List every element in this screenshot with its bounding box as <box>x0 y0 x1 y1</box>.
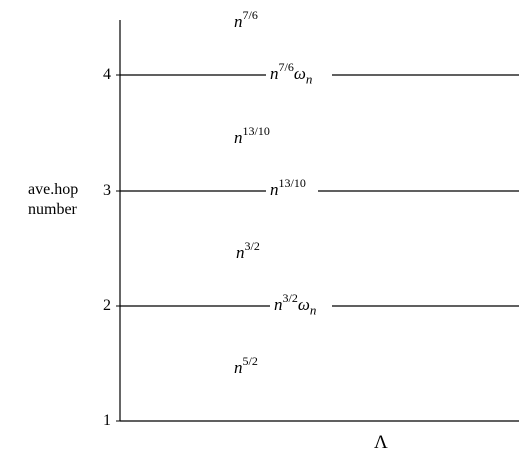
region-label-top-base: n <box>234 12 243 31</box>
level-label-2-suffix: ω <box>297 295 310 314</box>
y-axis-label: ave.hop number <box>28 180 108 220</box>
region-label-2-3: n3/2 <box>234 240 262 263</box>
level-label-4-sub: n <box>305 71 313 87</box>
region-label-2-3-base: n <box>236 243 245 262</box>
level-label-2-base: n <box>274 295 283 314</box>
level-label-4-suffix: ω <box>293 64 306 83</box>
y-tick-label-1: 1 <box>103 412 111 429</box>
level-label-2-sub: n <box>309 302 317 318</box>
level-label-2-exp: 3/2 <box>282 291 298 305</box>
region-label-2-3-exp: 3/2 <box>244 239 260 253</box>
region-label-1-2-exp: 5/2 <box>242 354 258 368</box>
region-label-1-2: n5/2 <box>232 355 260 378</box>
y-axis-label-text: ave.hop number <box>28 181 79 218</box>
level-label-3: n13/10 <box>266 177 318 200</box>
level-label-3-exp: 13/10 <box>278 176 306 190</box>
level-label-4: n7/6ωn <box>266 61 333 88</box>
region-label-top: n7/6 <box>232 9 260 32</box>
y-tick-label-4: 4 <box>103 66 111 83</box>
x-axis-label: Λ <box>374 432 388 453</box>
y-tick-label-2: 2 <box>103 297 111 314</box>
level-label-3-base: n <box>270 180 279 199</box>
level-label-4-exp: 7/6 <box>278 60 294 74</box>
region-label-top-exp: 7/6 <box>242 8 258 22</box>
region-label-1-2-base: n <box>234 358 243 377</box>
y-tick-label-3: 3 <box>103 182 111 199</box>
level-label-2: n3/2ωn <box>270 292 333 319</box>
level-label-4-base: n <box>270 64 279 83</box>
region-label-3-4: n13/10 <box>232 125 272 148</box>
region-label-3-4-base: n <box>234 128 243 147</box>
region-label-3-4-exp: 13/10 <box>242 124 270 138</box>
